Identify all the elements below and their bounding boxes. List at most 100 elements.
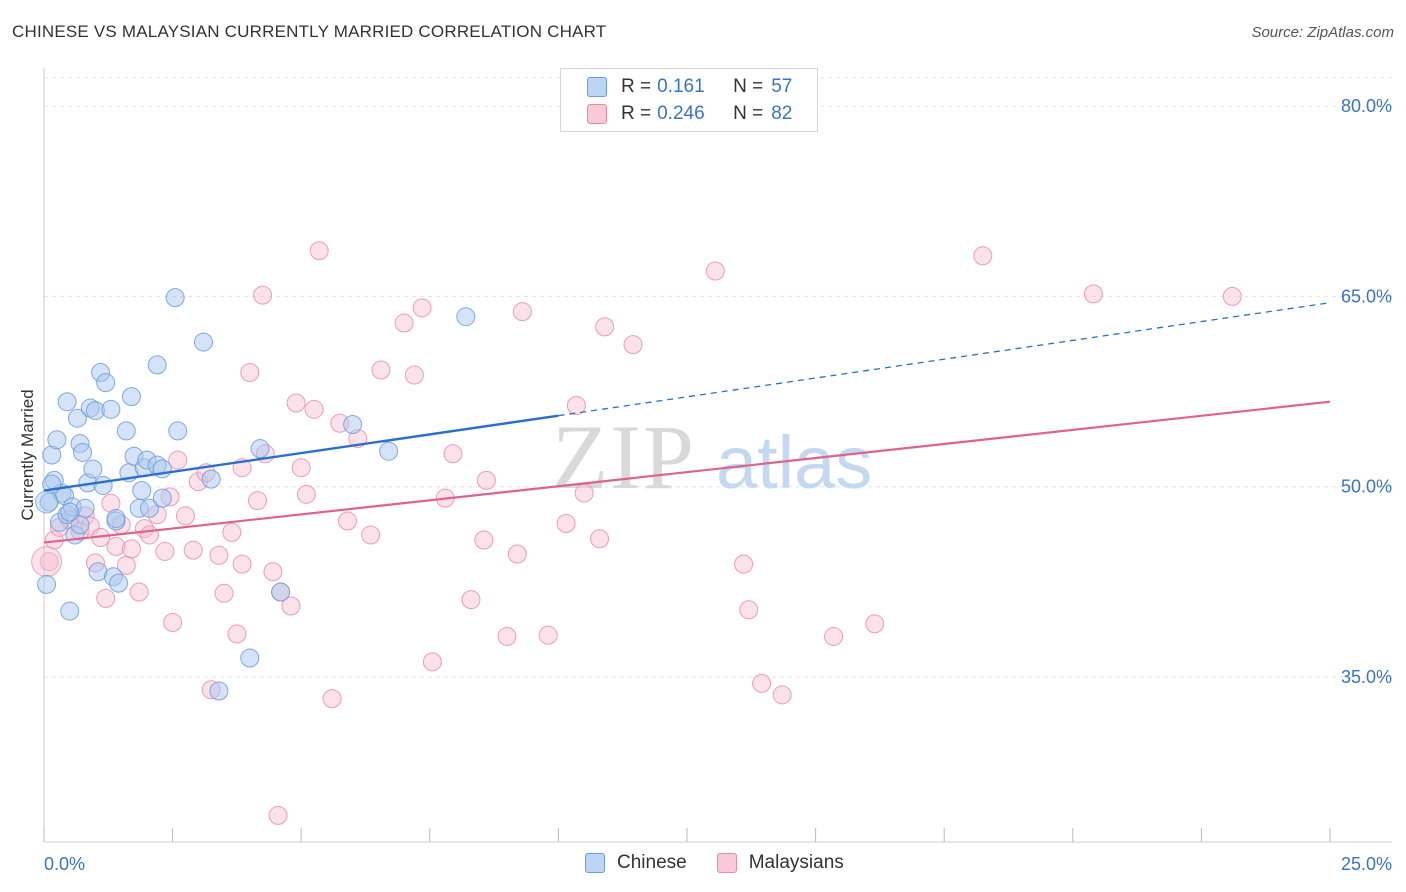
malaysian-point: [371, 360, 391, 380]
malaysian-point: [361, 525, 381, 545]
chinese-point: [147, 355, 167, 375]
y-tick-label: 65.0%: [1341, 286, 1392, 306]
malaysian-point: [139, 525, 159, 545]
y-axis-label: Currently Married: [18, 389, 37, 520]
malaysian-point: [39, 552, 59, 572]
chinese-point: [456, 307, 476, 327]
legend-row-malaysians: R = 0.246 N = 82: [587, 102, 792, 126]
malaysian-point: [268, 805, 288, 825]
legend-row-chinese: R = 0.161 N = 57: [587, 75, 792, 99]
malaysian-point: [240, 363, 260, 383]
malaysian-point: [752, 673, 772, 693]
malaysian-point: [705, 261, 725, 281]
malaysian-point: [973, 246, 993, 266]
malaysian-point: [291, 458, 311, 478]
chinese-r-value: 0.161: [657, 76, 705, 97]
malaysian-point: [507, 544, 527, 564]
malaysian-point: [476, 470, 496, 490]
chinese-point: [250, 439, 270, 459]
malaysian-point: [227, 624, 247, 644]
chinese-point: [47, 430, 67, 450]
malaysian-point: [175, 506, 195, 526]
malaysian-r-value: 0.246: [657, 103, 705, 124]
chinese-point: [60, 502, 80, 522]
malaysian-point: [304, 399, 324, 419]
malaysian-point: [538, 625, 558, 645]
malaysian-point: [739, 600, 759, 620]
malaysian-point: [865, 614, 885, 634]
chinese-point: [240, 648, 260, 668]
chinese-point: [106, 508, 126, 528]
malaysian-point: [322, 689, 342, 709]
malaysian-point: [183, 540, 203, 560]
malaysian-point: [404, 365, 424, 385]
chinese-point: [83, 459, 103, 479]
malaysian-point: [253, 285, 273, 305]
n-label: N =: [733, 76, 764, 97]
chart-title: CHINESE VS MALAYSIAN CURRENTLY MARRIED C…: [12, 22, 607, 41]
malaysian-point: [281, 596, 301, 616]
chinese-point: [37, 574, 57, 594]
malaysian-point: [623, 335, 643, 355]
watermark-atlas: atlas: [716, 421, 872, 504]
chinese-point: [152, 488, 172, 508]
x-tick-label: 0.0%: [44, 854, 85, 874]
trend-lines: [43, 302, 1331, 544]
malaysian-point: [214, 583, 234, 603]
malaysian-point: [263, 562, 283, 582]
y-tick-label: 80.0%: [1341, 96, 1392, 116]
malaysian-point: [574, 483, 594, 503]
malaysian-point: [129, 582, 149, 602]
chinese-point: [193, 332, 213, 352]
malaysian-point: [247, 491, 267, 511]
malaysian-point: [590, 529, 610, 549]
malaysian-point: [824, 626, 844, 646]
chinese-point: [168, 421, 188, 441]
y-tick-label: 35.0%: [1341, 667, 1392, 687]
malaysian-point: [337, 511, 357, 531]
malaysian-point: [422, 652, 442, 672]
malaysian-point: [168, 450, 188, 470]
malaysian-point: [106, 536, 126, 556]
chinese-point: [73, 442, 93, 462]
chinese-point: [271, 582, 291, 602]
malaysian-point: [394, 313, 414, 333]
malaysian-point: [209, 545, 229, 565]
malaysian-swatch: [587, 104, 607, 124]
chart-source: Source: ZipAtlas.com: [1251, 24, 1394, 41]
legend-label-malaysians: Malaysians: [748, 852, 844, 873]
malaysian-point: [556, 514, 576, 534]
malaysian-point: [222, 522, 242, 542]
malaysian-point: [734, 554, 754, 574]
malaysian-point: [772, 685, 792, 705]
malaysian-point: [296, 484, 316, 504]
malaysian-point: [163, 612, 183, 632]
chinese-n-value: 57: [771, 76, 793, 97]
legend-label-chinese: Chinese: [617, 852, 687, 873]
chinese-point: [209, 681, 229, 701]
malaysian-point: [232, 554, 252, 574]
chinese-point-large: [35, 490, 59, 514]
chinese-point: [139, 498, 159, 518]
legend-item-chinese[interactable]: Chinese: [585, 852, 687, 874]
malaysian-n-value: 82: [771, 103, 793, 124]
legend-item-malaysians[interactable]: Malaysians: [716, 852, 844, 874]
malaysian-point: [309, 241, 329, 261]
chinese-point: [165, 288, 185, 308]
malaysian-point: [595, 317, 615, 337]
malaysian-point: [155, 541, 175, 561]
x-tick-label: 25.0%: [1341, 854, 1392, 874]
malaysian-point: [1083, 284, 1103, 304]
malaysian-trend-line: [43, 400, 1331, 544]
chinese-point: [116, 421, 136, 441]
watermark: ZIP atlas: [552, 406, 872, 508]
chinese-point: [93, 475, 113, 495]
y-tick-label: 50.0%: [1341, 477, 1392, 497]
malaysian-point: [443, 444, 463, 464]
chinese-swatch: [587, 77, 607, 97]
malaysian-point: [1222, 286, 1242, 306]
malaysian-point: [512, 302, 532, 322]
chinese-point: [379, 441, 399, 461]
watermark-zip: ZIP: [552, 406, 696, 508]
